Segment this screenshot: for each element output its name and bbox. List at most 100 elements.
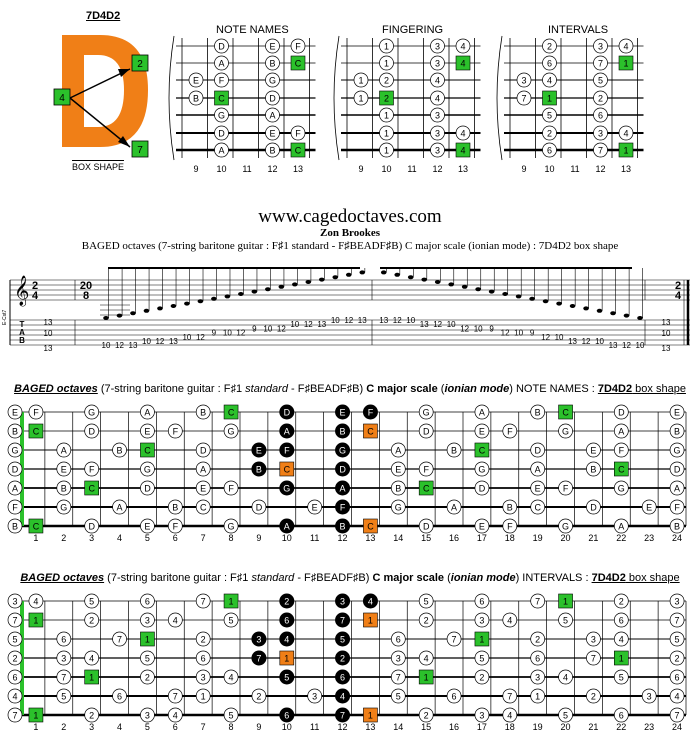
fret-note-label: B xyxy=(172,503,178,513)
website-url[interactable]: www.cagedoctaves.com xyxy=(258,206,442,227)
fret-note-label: 7 xyxy=(591,654,596,664)
fret-note-label: D xyxy=(423,522,430,532)
score-note xyxy=(542,268,549,304)
fret-note: 6 xyxy=(112,688,127,704)
diagram-note: E xyxy=(265,125,280,141)
fret-note-label: D xyxy=(534,446,541,456)
tab-note: 13 xyxy=(129,341,138,350)
fret-note-label: 1 xyxy=(535,692,540,702)
fret-note: 4 xyxy=(502,707,518,723)
fret-note-label: G xyxy=(228,427,235,437)
fret-note: G xyxy=(390,499,406,515)
fret-note-label: D xyxy=(256,503,263,513)
fret-note-label: 5 xyxy=(563,616,568,626)
fret-note: B xyxy=(7,518,23,534)
fret-number: 16 xyxy=(449,722,459,732)
diagram-note-label: 1 xyxy=(623,59,628,69)
diagram-note: 1 xyxy=(379,142,394,158)
time-signature-mid-bottom: 8 xyxy=(83,290,89,302)
fret-note: F xyxy=(335,499,351,515)
fret-note: 6 xyxy=(279,707,295,723)
diagram-note-label: A xyxy=(269,111,275,121)
fret-number: 10 xyxy=(282,722,292,732)
title-part: C major scale xyxy=(372,572,445,584)
diagram-fingering: 1 3 41 3 41 2 41 2 41 31 3 41 3 49 10 11 12 13 xyxy=(333,35,481,174)
fret-note: 2 xyxy=(669,650,685,666)
fret-note: 7 xyxy=(251,650,267,666)
diagram-fret-number: 12 xyxy=(595,164,605,174)
fret-note-label: 7 xyxy=(201,597,206,607)
score-note xyxy=(623,268,630,318)
fret-note-label: 6 xyxy=(619,711,624,721)
diagram-note-label: 4 xyxy=(460,146,465,156)
fret-note-label: C xyxy=(423,484,430,494)
diagram-note: C xyxy=(214,90,229,106)
diagram-note-label: 4 xyxy=(460,59,465,69)
fret-note-label: 7 xyxy=(507,692,512,702)
fret-note-label: C xyxy=(367,522,374,532)
fret-note: C xyxy=(530,499,546,515)
fret-note: D xyxy=(84,423,100,439)
fretboard-intervals: 3 4 5 6 7 1 2 3 4 5 6 7 1 2 37 1 2 3 4 5 6 7 1 2 3 4 5 6 75 6 7 1 2 3 4 5 6 7… xyxy=(7,593,687,732)
diagram-note-label: 1 xyxy=(358,94,363,104)
diagram-note: A xyxy=(214,142,229,158)
fret-note-label: C xyxy=(88,484,95,494)
diagram-note: 1 xyxy=(379,55,394,71)
fret-note-label: F xyxy=(423,465,429,475)
diagram-note: 7 xyxy=(593,55,608,71)
diagram-note: 7 xyxy=(516,90,532,106)
fret-note: C xyxy=(140,442,155,458)
fret-note: 7 xyxy=(112,631,127,647)
fret-number: 2 xyxy=(61,722,66,732)
fret-note-label: G xyxy=(674,446,681,456)
fret-note-label: 1 xyxy=(479,635,484,645)
diagram-note-label: B xyxy=(269,146,275,156)
title-part: 7D4D2 xyxy=(591,572,626,584)
fret-note-label: B xyxy=(590,465,596,475)
fret-note: E xyxy=(307,499,323,515)
time-signature-end-top: 2 xyxy=(675,280,681,292)
tab-note: 13 xyxy=(609,341,618,350)
fret-note-label: G xyxy=(283,484,290,494)
fret-number: 24 xyxy=(672,533,682,543)
diagram-note: 5 xyxy=(542,107,557,123)
diagram-note-label: 1 xyxy=(384,111,389,121)
fret-note-label: 4 xyxy=(507,616,512,626)
diagram-note: 1 xyxy=(353,72,369,88)
diagram-note-label: E xyxy=(193,76,199,86)
fret-note: 3 xyxy=(641,688,657,704)
fret-note: C xyxy=(474,442,490,458)
title-part: ) INTERVALS : xyxy=(515,572,592,584)
fret-note: C xyxy=(28,518,44,534)
fret-note: 5 xyxy=(474,650,490,666)
fret-number: 14 xyxy=(393,533,403,543)
fret-note-label: 7 xyxy=(12,711,17,721)
fret-note: 5 xyxy=(390,688,406,704)
diagram-note-label: 1 xyxy=(384,42,389,52)
fret-note: 4 xyxy=(669,688,685,704)
fret-note-label: D xyxy=(479,484,486,494)
treble-clef: 𝄞 xyxy=(14,275,29,307)
fret-note-label: B xyxy=(117,446,123,456)
fret-note: 1 xyxy=(28,612,44,628)
fret-note: B xyxy=(669,423,685,439)
fret-note: G xyxy=(558,423,573,439)
fret-note: 3 xyxy=(7,593,23,609)
diagram-note: 3 xyxy=(516,72,532,88)
fret-note-label: F xyxy=(507,522,513,532)
fret-note: 1 xyxy=(558,593,573,609)
fret-note-label: 2 xyxy=(424,616,429,626)
fret-note-label: 3 xyxy=(535,673,540,683)
fret-note-label: 1 xyxy=(33,711,38,721)
fret-note-label: 5 xyxy=(563,711,568,721)
composer: Zon Brookes xyxy=(319,227,380,239)
tab-note: 10 xyxy=(142,337,151,346)
fret-note: B xyxy=(251,461,267,477)
diagram-note: G xyxy=(214,107,229,123)
score-note xyxy=(130,268,136,316)
fret-note-label: E xyxy=(479,427,485,437)
fret-note: 1 xyxy=(363,612,378,628)
diagram-note-label: 4 xyxy=(547,76,552,86)
diagram-fret-number: 13 xyxy=(293,164,303,174)
fret-number: 17 xyxy=(477,533,487,543)
